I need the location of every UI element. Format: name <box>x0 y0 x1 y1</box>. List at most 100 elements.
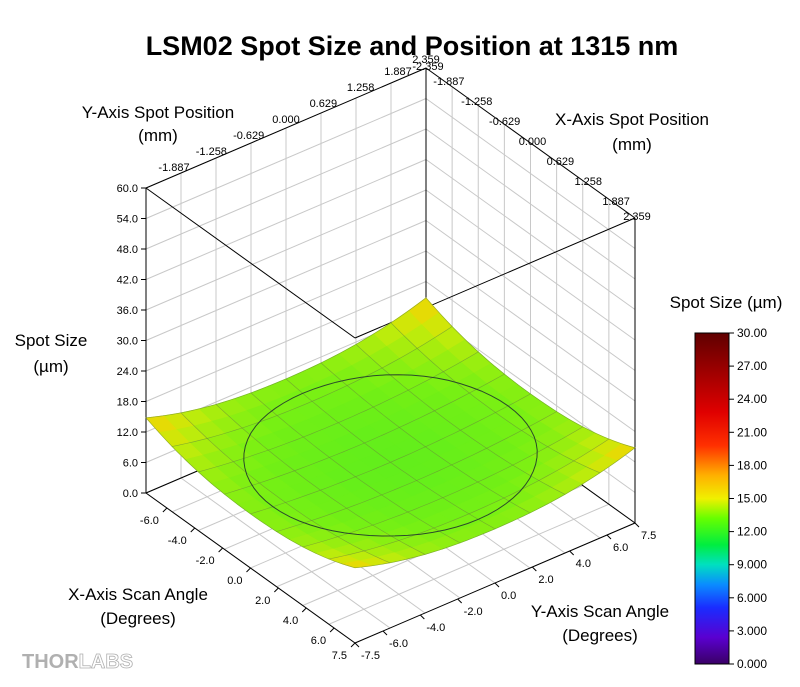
colorbar-tick-label: 30.00 <box>737 326 767 340</box>
grid-line <box>145 220 427 341</box>
x-scan-tick-label: 2.0 <box>255 595 270 607</box>
surface-mesh-line <box>172 326 453 447</box>
z-tick-label: 18.0 <box>117 397 138 409</box>
x-scan-tick-mark <box>190 527 196 533</box>
x-position-tick-label: -1.887 <box>433 76 464 88</box>
box-edge <box>425 67 636 219</box>
x-scan-tick-label: -2.0 <box>196 555 215 567</box>
box-edge <box>145 67 427 189</box>
x-scan-axis-title-unit: (Degrees) <box>100 609 176 628</box>
z-tick-label: 60.0 <box>117 183 138 195</box>
axis-labels: 0.0 6.0 12.0 18.0 24.0 30.0 36.0 42.0 48.0 54.0 60… <box>117 54 657 662</box>
z-tick-label: 0.0 <box>123 488 138 500</box>
y-position-tick-label: -0.629 <box>233 130 264 142</box>
y-scan-tick-mark <box>531 566 537 572</box>
grid-line <box>425 98 636 249</box>
y-position-tick-label: 1.887 <box>384 66 412 78</box>
x-position-tick-label: 1.887 <box>602 196 630 208</box>
x-scan-axis-title: X-Axis Scan Angle <box>68 585 208 604</box>
x-position-tick-label: 2.359 <box>623 211 651 223</box>
x-scan-tick-mark <box>301 607 307 613</box>
y-position-axis-title-unit: (mm) <box>138 126 178 145</box>
grid-line <box>425 159 636 310</box>
colorbar-tick-label: 12.00 <box>737 525 767 539</box>
y-scan-tick-mark <box>569 550 575 556</box>
surface-contour <box>243 374 538 537</box>
z-tick-label: 42.0 <box>117 275 138 287</box>
x-position-axis-title: X-Axis Spot Position <box>555 110 709 129</box>
y-scan-axis-title-unit: (Degrees) <box>562 626 638 645</box>
y-position-tick-label: -1.258 <box>196 146 227 158</box>
y-scan-tick-label: 7.5 <box>641 530 656 542</box>
y-scan-tick-mark <box>606 534 612 540</box>
z-tick-label: 6.0 <box>123 458 138 470</box>
z-tick-label: 54.0 <box>117 214 138 226</box>
y-scan-tick-mark <box>419 614 425 620</box>
x-scan-tick-mark <box>274 587 279 593</box>
x-position-tick-label: -1.258 <box>461 96 492 108</box>
y-scan-tick-mark <box>634 522 640 528</box>
colorbar-ticks: 0.000 3.000 6.000 9.000 12.00 15.00 18.00 21.00… <box>729 326 767 671</box>
chart-title: LSM02 Spot Size and Position at 1315 nm <box>146 31 679 61</box>
y-scan-tick-label: -6.0 <box>389 638 408 650</box>
grid-line <box>145 250 427 372</box>
x-position-tick-label: -2.359 <box>412 61 443 73</box>
colorbar-tick-label: 3.000 <box>737 624 767 638</box>
grid-line <box>425 250 636 402</box>
grid-line <box>425 281 636 432</box>
y-scan-tick-label: -2.0 <box>464 606 483 618</box>
y-scan-tick-mark <box>494 582 500 588</box>
surface-mesh-line <box>285 378 496 530</box>
surface-mesh-line <box>224 373 505 495</box>
x-scan-tick-mark <box>246 567 251 573</box>
z-tick-label: 36.0 <box>117 305 138 317</box>
x-position-tick-label: 0.000 <box>519 136 547 148</box>
colorbar-tick-label: 9.000 <box>737 558 767 572</box>
y-scan-tick-label: 0.0 <box>501 590 516 602</box>
y-scan-tick-mark <box>382 630 388 636</box>
svg-text:THORLABS: THORLABS <box>22 651 133 673</box>
colorbar-tick-label: 21.00 <box>737 425 767 439</box>
x-position-tick-label: 1.258 <box>574 176 602 188</box>
grid-line <box>145 98 427 219</box>
z-tick-label: 30.0 <box>117 336 138 348</box>
x-scan-tick-label: -4.0 <box>168 535 187 547</box>
box-edge <box>145 187 356 339</box>
surface-mesh-line <box>320 362 531 514</box>
colorbar-tick-label: 24.00 <box>737 392 767 406</box>
y-scan-tick-mark <box>354 642 360 648</box>
x-position-axis-title-unit: (mm) <box>612 135 652 154</box>
logo-part-thor: THOR <box>22 651 79 673</box>
y-position-tick-label: 0.629 <box>310 98 338 110</box>
grid-line <box>425 128 636 280</box>
x-scan-tick-mark <box>162 507 168 513</box>
y-scan-tick-label: -4.0 <box>426 622 445 634</box>
z-axis-title: Spot Size <box>15 331 88 350</box>
colorbar-gradient <box>694 332 730 665</box>
colorbar-tick-label: 0.000 <box>737 657 767 671</box>
x-scan-tick-mark <box>329 627 335 633</box>
grid-line <box>145 281 427 402</box>
surface-mesh-line <box>425 297 636 449</box>
y-scan-tick-label: 6.0 <box>613 542 628 554</box>
grid-line <box>145 189 427 311</box>
x-scan-tick-label: 6.0 <box>311 635 326 647</box>
y-scan-tick-label: 4.0 <box>576 558 591 570</box>
colorbar-tick-label: 18.00 <box>737 458 767 472</box>
x-position-tick-label: 0.629 <box>547 156 575 168</box>
y-position-tick-label: -1.887 <box>158 162 189 174</box>
colorbar-tick-label: 15.00 <box>737 492 767 506</box>
thorlabs-logo: THORLABS <box>22 651 134 674</box>
y-position-tick-label: 0.000 <box>272 114 300 126</box>
y-scan-tick-label: -7.5 <box>361 650 380 662</box>
colorbar-tick-label: 6.000 <box>737 591 767 605</box>
x-position-tick-label: -0.629 <box>489 116 520 128</box>
grid-line <box>425 189 636 341</box>
x-scan-tick-label: 0.0 <box>227 575 242 587</box>
surface-mesh-line <box>355 344 566 495</box>
logo-part-labs: LABS <box>79 651 133 673</box>
z-tick-label: 48.0 <box>117 244 138 256</box>
y-position-tick-label: 1.258 <box>347 82 375 94</box>
z-tick-label: 12.0 <box>117 427 138 439</box>
